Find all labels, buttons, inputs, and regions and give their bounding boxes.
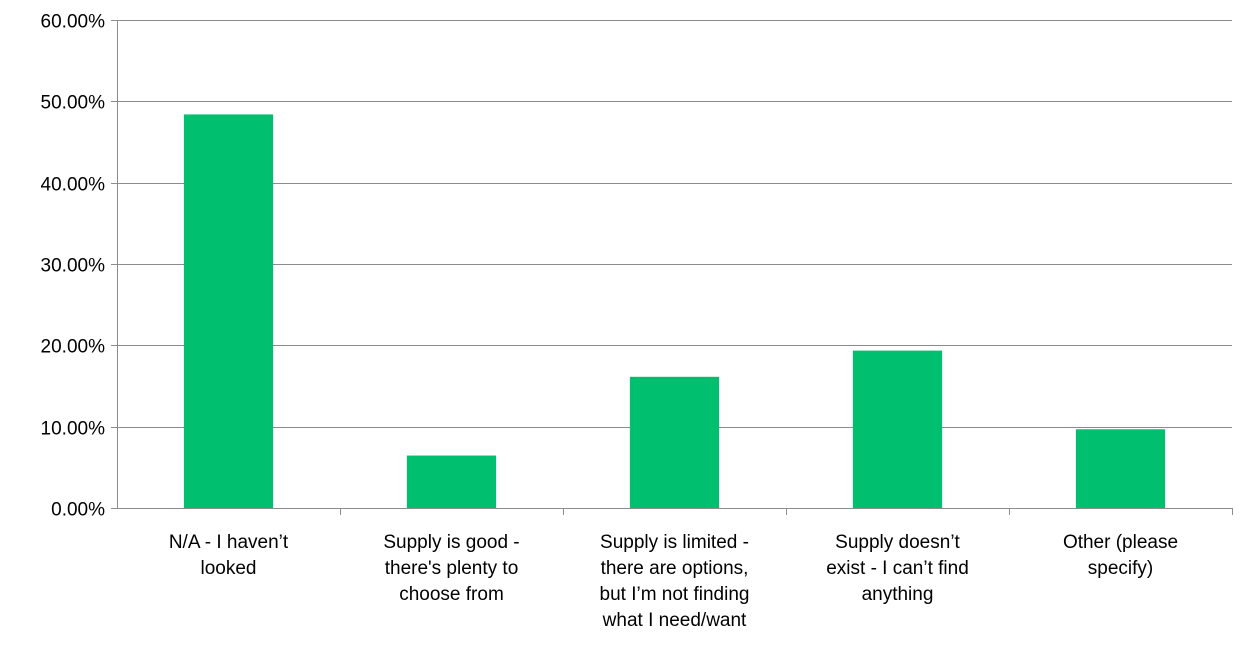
category-label: Other (please specify): [1063, 532, 1178, 579]
category-label: Supply doesn’t exist - I can’t find anythi…: [826, 532, 969, 605]
y-tick-label: 50.00%: [41, 93, 106, 114]
y-tick-label: 20.00%: [41, 337, 106, 358]
bar-4: [852, 350, 943, 508]
category-label: N/A - I haven’t looked: [169, 532, 289, 579]
category-label-line: Supply is limited -: [600, 532, 749, 553]
category-label-line: specify): [1088, 558, 1153, 579]
y-tick-label: 40.00%: [41, 175, 106, 196]
category-label-line: Other (please: [1063, 532, 1178, 553]
axes: [111, 20, 1233, 515]
gridlines: [117, 20, 1232, 428]
category-label-line: N/A - I haven’t: [169, 532, 289, 553]
bar-3: [629, 376, 720, 508]
category-label-line: Supply doesn’t: [835, 532, 960, 553]
x-category-labels: N/A - I haven’t looked Supply is good - the…: [169, 532, 1178, 631]
y-tick-label: 0.00%: [51, 500, 105, 521]
y-tick-label: 60.00%: [41, 12, 106, 33]
bar-5: [1075, 429, 1166, 508]
category-label-line: but I’m not finding: [600, 584, 750, 605]
category-label-line: choose from: [399, 584, 504, 605]
bar-2: [406, 455, 497, 508]
category-label-line: what I need/want: [602, 610, 747, 631]
category-label-line: Supply is good -: [383, 532, 519, 553]
y-tick-label: 30.00%: [41, 256, 106, 277]
category-label: Supply is good - there's plenty to choose …: [383, 532, 519, 605]
y-tick-label: 10.00%: [41, 419, 106, 440]
category-label-line: there's plenty to: [385, 558, 519, 579]
bars: [183, 114, 1166, 508]
category-label-line: looked: [201, 558, 257, 579]
bar-1: [183, 114, 274, 508]
category-label: Supply is limited - there are options, but…: [600, 532, 750, 631]
category-label-line: anything: [862, 584, 934, 605]
category-label-line: exist - I can’t find: [826, 558, 969, 579]
category-label-line: there are options,: [601, 558, 749, 579]
y-tick-labels: 0.00% 10.00% 20.00% 30.00% 40.00% 50.00% 60.00…: [41, 12, 106, 521]
